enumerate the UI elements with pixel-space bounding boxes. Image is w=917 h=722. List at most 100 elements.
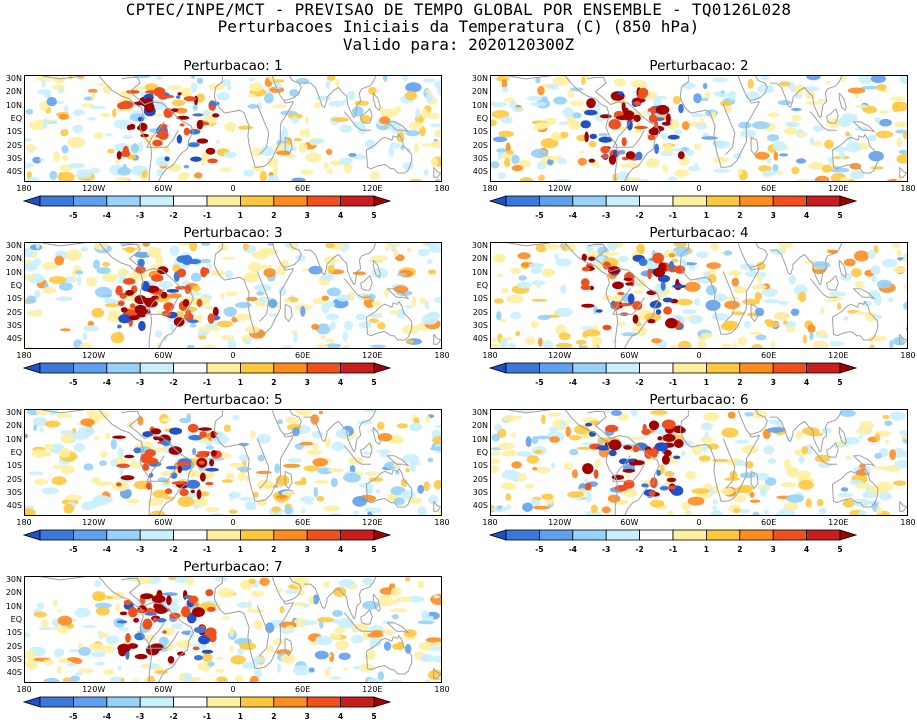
colorbar-swatch [505, 529, 540, 541]
colorbar-swatch [139, 696, 174, 708]
colorbar-label: -3 [136, 378, 145, 387]
colorbar-swatch [739, 529, 774, 541]
colorbar-swatch [772, 529, 808, 541]
longitude-label: 180 [482, 184, 498, 193]
longitude-label: 60E [295, 184, 311, 193]
colorbar-label: 2 [271, 712, 277, 721]
map-area [490, 242, 908, 349]
colorbar-swatch [173, 195, 208, 207]
latitude-label: 20N [5, 421, 22, 431]
colorbar-swatch [273, 696, 308, 708]
colorbar-label: 2 [271, 545, 277, 554]
colorbar-label: 5 [837, 545, 843, 554]
longitude-label: 120W [82, 351, 106, 360]
colorbar-label: -4 [102, 712, 111, 721]
colorbar-label: 3 [770, 378, 776, 387]
longitude-label: 0 [696, 351, 702, 360]
latitude-label: 30S [6, 488, 22, 497]
colorbar-swatch [772, 195, 808, 207]
longitude-label: 120W [548, 351, 572, 360]
colorbar-swatch [273, 362, 308, 374]
map-area [24, 75, 442, 182]
latitude-label: 30N [5, 74, 22, 83]
colorbar-swatch [239, 696, 275, 708]
colorbar-swatch [505, 362, 540, 374]
colorbar [22, 362, 392, 374]
latitude-label: 20S [472, 140, 488, 150]
colorbar [488, 195, 858, 207]
map-canvas [491, 76, 907, 181]
colorbar-label: -3 [136, 545, 145, 554]
colorbar-low-arrow [488, 195, 507, 207]
colorbar-low-arrow [22, 696, 41, 708]
colorbar-high-arrow [373, 195, 392, 207]
map-canvas [25, 410, 441, 515]
colorbar-label: 4 [337, 545, 344, 554]
coastlines [42, 577, 441, 682]
perturbation-field [25, 577, 441, 682]
map-panel-2: Perturbacao: 2 30N 20N 10N EQ 10S 20S 30S 40S 180… [466, 58, 916, 220]
latitude-label: 40S [6, 334, 22, 344]
latitude-label: 40S [6, 501, 22, 511]
colorbar-low-arrow [488, 362, 507, 374]
latitude-label: 20S [6, 474, 22, 484]
coastlines [508, 410, 907, 515]
colorbar-swatch [605, 529, 640, 541]
perturbation-field [25, 410, 441, 515]
longitude-label: 60E [761, 351, 777, 360]
latitude-label: EQ [476, 281, 488, 290]
colorbar-high-arrow [373, 696, 392, 708]
colorbar-label: -3 [602, 378, 611, 387]
colorbar-low-arrow [22, 362, 41, 374]
colorbar-low-arrow [22, 529, 41, 541]
map-panel-1: Perturbacao: 1 30N 20N 10N EQ 10S 20S 30S 40S 180… [0, 58, 450, 220]
latitude-label: EQ [10, 448, 22, 457]
latitude-label: EQ [10, 615, 22, 624]
colorbar-label: 2 [271, 378, 277, 387]
panel-title: Perturbacao: 5 [183, 392, 283, 408]
map-area [24, 242, 442, 349]
latitude-label: 30S [472, 321, 488, 330]
colorbar-swatch [505, 195, 540, 207]
latitude-label: 30S [6, 321, 22, 330]
colorbar [22, 696, 392, 708]
longitude-label: 180 [434, 351, 450, 360]
map-area [24, 576, 442, 683]
colorbar-swatch [539, 529, 574, 541]
colorbar-swatch [306, 195, 342, 207]
latitude-label: 10N [5, 434, 22, 444]
longitude-label: 120E [362, 184, 383, 193]
longitude-label: 60W [154, 351, 173, 360]
colorbar-label: 5 [837, 378, 843, 387]
colorbar-label: 3 [304, 378, 310, 387]
map-canvas [25, 577, 441, 682]
latitude-label: 20S [472, 474, 488, 484]
colorbar-label: 1 [703, 545, 709, 554]
colorbar-label: -2 [169, 211, 178, 220]
colorbar-swatch [539, 362, 574, 374]
latitude-label: EQ [476, 114, 488, 123]
longitude-label: 60W [620, 184, 639, 193]
coastlines [508, 243, 907, 348]
map-canvas [491, 243, 907, 348]
colorbar-label: -5 [69, 378, 78, 387]
colorbar-label: -5 [69, 211, 78, 220]
coastlines [42, 410, 441, 515]
latitude-label: 10N [471, 100, 488, 110]
latitude-label: 10S [6, 127, 22, 137]
map-panel-3: Perturbacao: 3 30N 20N 10N EQ 10S 20S 30S 40S 180… [0, 225, 450, 387]
colorbar-swatch [273, 195, 308, 207]
colorbar-swatch [705, 195, 741, 207]
latitude-label: 10N [471, 434, 488, 444]
colorbar-swatch [73, 195, 108, 207]
latitude-label: 20S [6, 307, 22, 317]
colorbar-swatch [739, 362, 774, 374]
colorbar-label: -4 [102, 211, 111, 220]
colorbar-swatch [772, 362, 808, 374]
map-canvas [25, 243, 441, 348]
latitude-label: 40S [472, 334, 488, 344]
colorbar-label: -2 [635, 378, 644, 387]
longitude-label: 120E [362, 518, 383, 527]
colorbar-swatch [139, 529, 174, 541]
latitude-label: 40S [472, 501, 488, 511]
